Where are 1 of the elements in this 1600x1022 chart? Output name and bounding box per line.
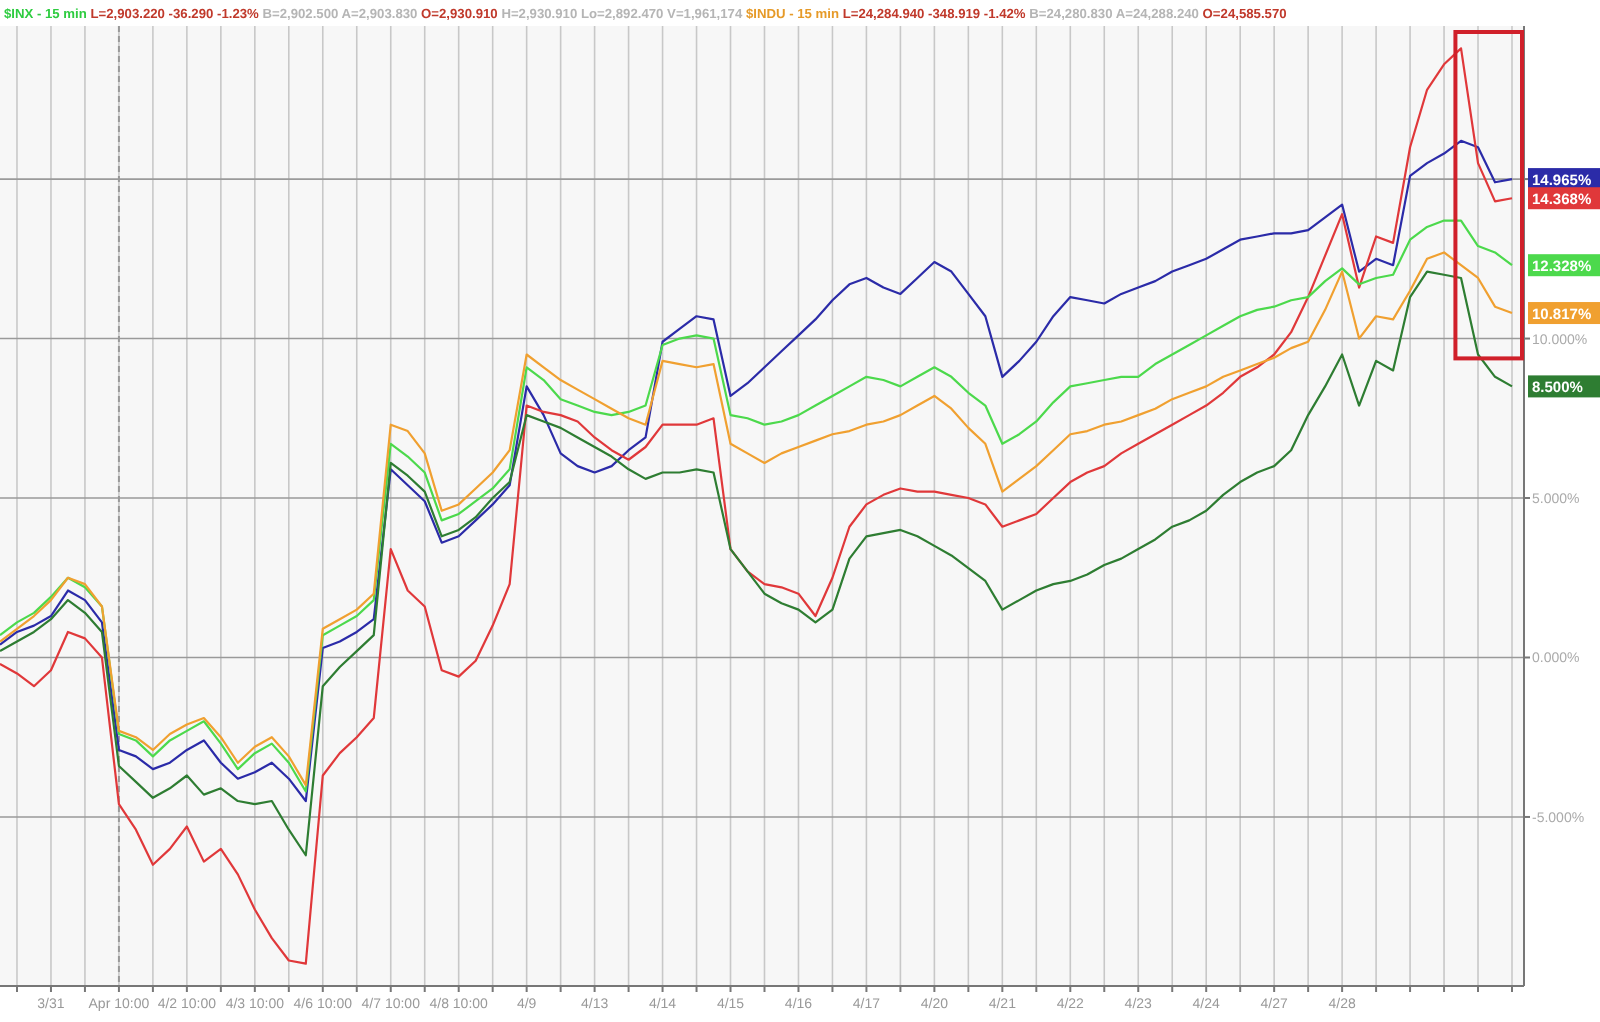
line-series xyxy=(0,47,1514,965)
